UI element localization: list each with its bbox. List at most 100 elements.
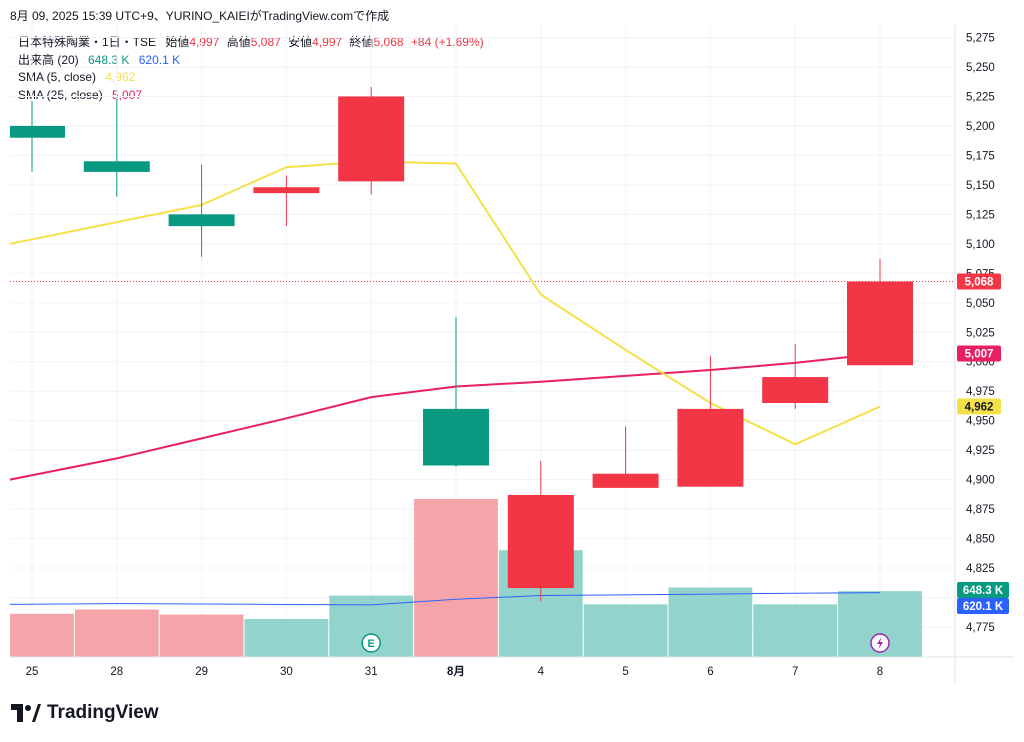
volume-label: 出来高 (20) <box>18 52 79 67</box>
lightning-icon[interactable] <box>870 633 890 653</box>
price-tick-label: 4,925 <box>966 445 995 457</box>
candle-body <box>507 494 574 589</box>
candle-body <box>253 187 320 194</box>
volume-tag-text: 620.1 K <box>963 601 1004 613</box>
candle-body <box>10 125 65 138</box>
close-value: 5,068 <box>373 35 404 49</box>
candle-body <box>83 161 150 172</box>
price-tick-label: 4,850 <box>966 534 995 546</box>
candle-body <box>677 408 744 487</box>
volume-bar <box>583 604 668 657</box>
time-tick-label: 7 <box>792 666 798 678</box>
volume-value: 648.3 K <box>88 52 130 67</box>
low-value: 4,997 <box>312 35 343 49</box>
change-value: +84 (+1.69%) <box>410 35 484 49</box>
sma5-value: 4,962 <box>105 70 136 84</box>
price-tag-bg <box>957 398 1001 415</box>
open-label: 始値 <box>165 35 190 49</box>
time-axis[interactable]: 25 28 29 30 31 8月 4 5 6 7 8 <box>10 656 1014 678</box>
chart-legend: 日本特殊陶業・1日・TSE 始値4,997 高値5,087 安値4,997 終値… <box>18 34 484 104</box>
price-tag: 4,962 <box>957 398 1001 415</box>
time-tick-label: 30 <box>280 666 293 678</box>
earnings-e-icon[interactable]: E <box>361 633 381 653</box>
price-tick-label: 5,100 <box>966 239 995 251</box>
price-tick-label: 4,825 <box>966 563 995 575</box>
volume-bar <box>74 609 159 657</box>
time-tick-label: 29 <box>195 666 208 678</box>
price-tag-text: 5,068 <box>965 277 994 289</box>
candle <box>10 101 65 172</box>
volume-bar <box>244 618 329 657</box>
price-axis[interactable]: 4,7754,8004,8254,8504,8754,9004,9254,950… <box>954 25 995 683</box>
price-tick-label: 5,125 <box>966 209 995 221</box>
candle <box>338 87 405 195</box>
high-value: 5,087 <box>250 35 281 49</box>
event-markers: E <box>361 633 890 653</box>
price-tick-label: 4,950 <box>966 416 995 428</box>
price-tags: 5,068 5,007 4,962 648.3 K 620.1 K <box>957 273 1009 614</box>
candle <box>423 316 489 467</box>
price-tag: 5,068 <box>957 273 1001 290</box>
volume-tag-bg <box>957 598 1009 614</box>
lightning-marker-bolt <box>877 637 883 649</box>
legend-symbol-row[interactable]: 日本特殊陶業・1日・TSE 始値4,997 高値5,087 安値4,997 終値… <box>18 34 484 52</box>
time-tick-label: 25 <box>26 666 39 678</box>
time-tick-label: 6 <box>707 666 713 678</box>
candle <box>507 460 574 602</box>
tradingview-logo[interactable]: TradingView <box>11 702 159 724</box>
open-value: 4,997 <box>189 35 220 49</box>
time-tick-label: 4 <box>538 666 545 678</box>
price-tick-label: 5,175 <box>966 150 995 162</box>
close-label: 終値 <box>349 35 374 49</box>
earnings-marker-text: E <box>368 638 375 650</box>
price-tick-label: 5,025 <box>966 327 995 339</box>
time-tick-label: 8 <box>877 666 883 678</box>
candle <box>83 98 150 197</box>
legend-volume-row[interactable]: 出来高 (20) 648.3 K 620.1 K <box>18 52 484 70</box>
candles <box>10 87 913 602</box>
candle-body <box>338 96 405 182</box>
legend-sma5-row[interactable]: SMA (5, close) 4,962 <box>18 69 484 87</box>
volume-bar <box>414 499 498 657</box>
tradingview-logo-icon <box>11 704 41 722</box>
price-tick-label: 5,050 <box>966 298 995 310</box>
header-text: 8月 09, 2025 15:39 UTC+9、YURINO_KAIEIがTra… <box>10 9 390 23</box>
price-tick-label: 5,225 <box>966 91 995 103</box>
sma5-path <box>9 160 881 446</box>
candle <box>677 355 744 487</box>
high-label: 高値 <box>226 35 251 49</box>
price-tick-label: 5,250 <box>966 62 995 74</box>
legend-sma25-row[interactable]: SMA (25, close) 5,007 <box>18 87 484 105</box>
time-tick-label: 31 <box>365 666 378 678</box>
low-label: 安値 <box>288 35 313 49</box>
price-tick-label: 5,200 <box>966 121 995 133</box>
volume-tag-text: 648.3 K <box>963 585 1004 597</box>
sma25-label: SMA (25, close) <box>18 87 103 102</box>
price-tick-label: 4,775 <box>966 622 995 634</box>
logo-text: TradingView <box>47 702 159 723</box>
volume-bar <box>753 604 838 657</box>
price-tick-label: 4,975 <box>966 386 995 398</box>
volume-bar <box>159 614 244 657</box>
symbol-name: 日本特殊陶業・1日・TSE <box>18 35 157 49</box>
price-tick-label: 5,275 <box>966 33 995 45</box>
candle <box>168 164 235 257</box>
price-tick-label: 5,150 <box>966 180 995 192</box>
price-tick-label: 4,875 <box>966 504 995 516</box>
price-tick-label: 4,900 <box>966 475 995 487</box>
price-tag-text: 5,007 <box>965 348 994 360</box>
volume-tag-bg <box>957 582 1009 598</box>
sma25-value: 5,007 <box>112 87 143 102</box>
candle-body <box>762 377 829 403</box>
time-tick-label: 5 <box>622 666 628 678</box>
volume-ma-value: 620.1 K <box>138 52 181 67</box>
chart-header: 8月 09, 2025 15:39 UTC+9、YURINO_KAIEIがTra… <box>10 7 389 24</box>
time-tick-label: 28 <box>110 666 123 678</box>
candle-body <box>168 214 235 227</box>
candle <box>253 175 320 227</box>
price-tag: 5,007 <box>957 345 1001 362</box>
candle-body <box>423 408 489 466</box>
candle <box>592 426 659 488</box>
price-tag-bg <box>957 345 1001 362</box>
